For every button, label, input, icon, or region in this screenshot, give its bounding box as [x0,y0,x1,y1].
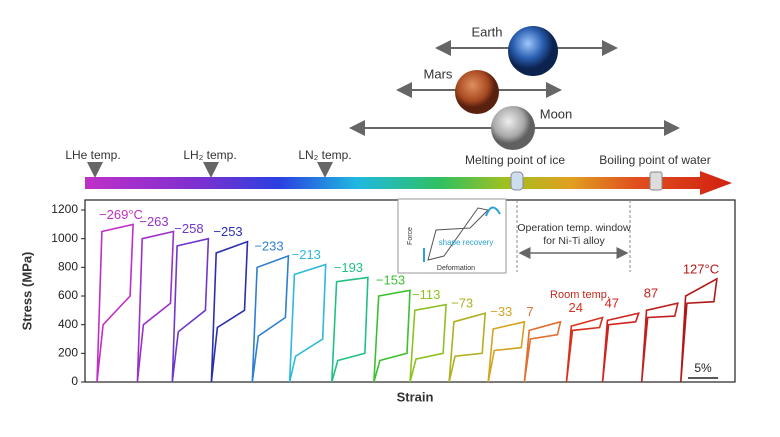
curve-label: −269°C [99,207,143,222]
stress-strain-loop [171,237,210,383]
marker-label: Boiling point of water [599,153,710,167]
y-tick-label: 1200 [51,202,78,216]
temperature-bar [85,171,732,195]
annotation: Room temp. [550,289,610,301]
curve-label: 87 [644,286,658,301]
body-label: Mars [424,66,453,81]
stress-strain-loop [565,316,604,383]
y-axis-label: Stress (MPa) [19,252,34,331]
ice-icon [510,171,524,191]
stress-strain-loop [640,302,679,383]
marker-label: LN₂ temp. [298,148,351,162]
curve-label: 47 [605,296,619,311]
inset-recovery [485,206,501,217]
marker-label: LHe temp. [65,148,120,162]
curve-label: −253 [213,224,242,239]
water-icon [649,171,663,191]
body-label: Moon [540,106,573,121]
stress-strain-loop [331,276,369,383]
y-tick-label: 200 [58,346,78,360]
stress-strain-loop [373,289,411,383]
stress-strain-loop [523,320,562,383]
marker-label: Melting point of ice [465,153,565,167]
moon-icon [491,106,535,150]
annotation: for Ni-Ti alloy [543,235,605,247]
curve-label: −263 [139,214,168,229]
stress-strain-loop [210,240,249,383]
stress-strain-loop [601,312,640,383]
inset-label: Deformation [437,265,475,272]
y-tick-label: 0 [71,374,78,388]
curve-label: 24 [568,300,582,315]
stress-strain-loop [288,263,327,383]
inset-label: shape recovery [439,238,494,247]
curve-label: −233 [254,238,283,253]
marker-label: LH₂ temp. [183,148,236,162]
stress-strain-loop [251,254,290,383]
curve-label: −113 [412,287,440,302]
curve-label: −258 [174,221,203,236]
curve-label: −193 [334,260,363,275]
annotation: Operation temp. window [517,222,631,234]
stress-strain-loop [680,277,718,383]
inset-label: Force [407,227,414,245]
curve-label: 127°C [683,261,719,276]
body-label: Earth [471,24,502,39]
x-axis-label: Strain [397,389,434,404]
curve-label: 7 [526,304,533,319]
mars-icon [455,70,499,114]
y-tick-label: 600 [58,288,78,302]
curve-label: −213 [292,247,321,262]
curve-label: −153 [376,273,405,288]
stress-strain-loop [96,223,134,383]
stress-strain-loop [136,230,175,383]
stress-strain-loop [487,320,526,383]
stress-strain-loop [409,303,447,383]
scale-bar-label: 5% [694,361,712,375]
y-tick-label: 1000 [51,231,78,245]
curve-label: −73 [451,296,473,311]
y-tick-label: 400 [58,317,78,331]
stress-strain-loop [448,312,487,383]
curve-label: −33 [490,304,512,319]
y-tick-label: 800 [58,260,78,274]
earth-icon [508,26,558,76]
